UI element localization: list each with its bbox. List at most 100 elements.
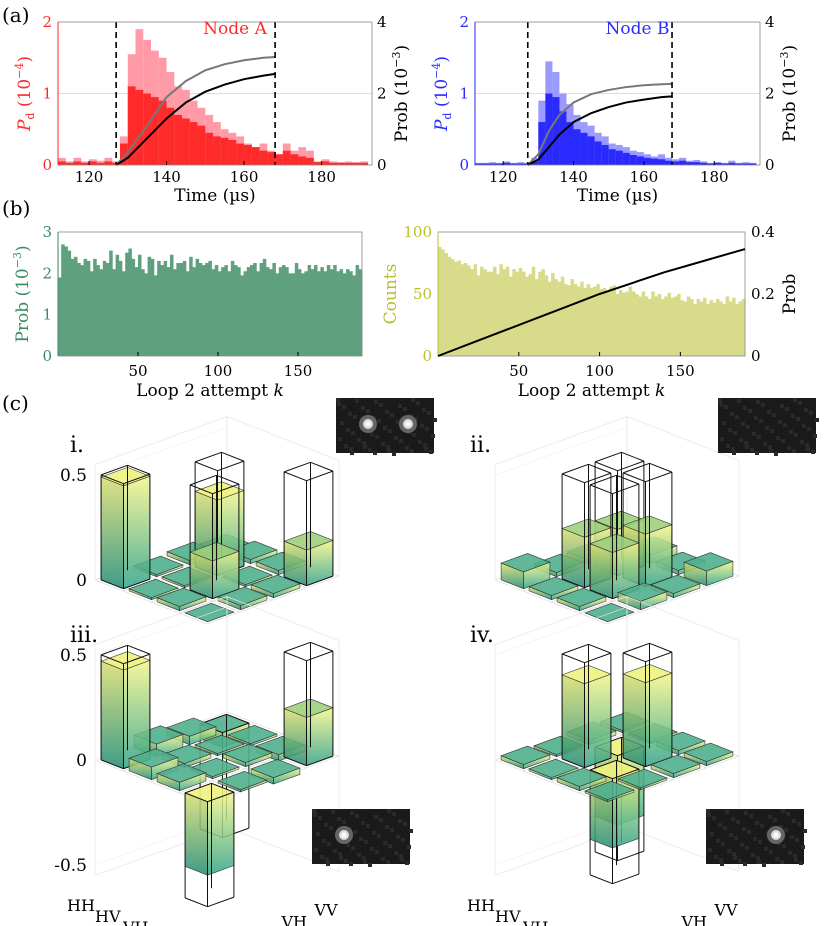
col-axis-label: VV (314, 901, 339, 920)
ylabel-var: P (15, 119, 35, 132)
hist-bar-dark (566, 122, 574, 165)
noise-pixel (724, 405, 728, 409)
ideal-edge (306, 755, 334, 767)
bar-top (683, 742, 734, 762)
hist-bar (657, 294, 662, 356)
noise-pixel (741, 422, 745, 426)
camera-inset-i (336, 398, 437, 456)
series-line-black (527, 95, 673, 166)
noise-pixel (355, 814, 359, 818)
density-matrix-1: 0.5 0 i. (60, 415, 340, 625)
hist-bar (499, 264, 503, 356)
y-right-tick-label: 0.2 (751, 285, 775, 303)
hist-bar (547, 281, 552, 356)
hist-bar (112, 269, 116, 356)
noise-pixel (362, 441, 366, 445)
noise-pixel (410, 449, 414, 453)
hist-bar (541, 269, 545, 356)
hist-bar-dark (622, 152, 630, 165)
subpanel-label: ii. (470, 433, 491, 458)
hist-bar-dark (714, 162, 722, 165)
y-left-axis-label: Counts (381, 264, 401, 325)
ideal-edge (621, 451, 645, 462)
ideal-edge (616, 759, 640, 770)
xlabel-text: Loop 2 attempt (518, 381, 655, 401)
noise-pixel (344, 444, 348, 448)
hist-bar (96, 265, 100, 356)
noise-pixel (783, 423, 787, 427)
hist-bar (728, 301, 733, 356)
hist-bar (301, 273, 305, 356)
hist-bar-light (298, 147, 307, 165)
col-axis-label: HV (249, 925, 275, 926)
ideal-edge (617, 850, 645, 862)
camera-inset-iii (312, 809, 413, 867)
panel-label-c: (c) (2, 391, 29, 415)
y-left-tick-label: 1 (42, 85, 52, 103)
ideal-edge (584, 757, 612, 769)
noise-pixel (381, 857, 385, 861)
matrix-bar (617, 582, 668, 611)
hist-bar-dark (489, 163, 497, 165)
ylabel-exp: −3 (778, 52, 791, 68)
noise-pixel (386, 445, 390, 449)
hist-bar (538, 271, 542, 356)
matrix-bar (528, 576, 579, 601)
hist-bar (70, 258, 75, 356)
noise-pixel (786, 812, 790, 816)
hist-bar-dark (538, 122, 546, 165)
noise-pixel (736, 820, 740, 824)
noise-pixel (794, 433, 798, 437)
noise-pixel (785, 407, 789, 411)
hist-bar-dark (244, 144, 252, 165)
hist-bar (61, 244, 65, 356)
noise-pixel (755, 451, 759, 455)
noise-pixel (386, 860, 390, 864)
noise-pixel (349, 447, 353, 451)
hist-bar-dark (707, 163, 715, 165)
hist-bar (275, 273, 280, 356)
noise-pixel (731, 817, 735, 821)
series-line-black (115, 72, 276, 166)
ideal-edge (561, 653, 585, 664)
y-left-tick-label: 50 (413, 285, 432, 303)
bar-top (584, 602, 635, 623)
noise-pixel (809, 411, 813, 415)
noise-pixel (746, 425, 750, 429)
chart-title: Node A (203, 19, 267, 39)
camera-inset-iv (706, 809, 807, 867)
ylabel-sub: d (24, 113, 37, 120)
noise-pixel (333, 849, 337, 853)
hist-bar (483, 269, 487, 356)
noise-pixel (799, 861, 803, 865)
hist-bar (732, 297, 736, 356)
y-right-tick-label: 0 (765, 156, 775, 174)
matrix-bar (184, 602, 235, 623)
noise-pixel (392, 812, 396, 816)
ideal-edge (594, 451, 622, 463)
hist-bar-dark (321, 161, 330, 165)
ideal-edge (216, 474, 240, 485)
hist-bar-dark (73, 161, 82, 165)
hist-bar (476, 275, 481, 356)
ideal-edge (622, 757, 646, 768)
y-left-tick-label: 0 (459, 156, 469, 174)
hist-bar (115, 254, 120, 356)
bar-face (561, 528, 585, 589)
hist-bar-dark (313, 162, 322, 165)
noise-pixel (752, 432, 756, 436)
y-axis-label: Prob (10−3) (11, 245, 33, 342)
hist-bar (612, 285, 617, 356)
ideal-edge (100, 474, 124, 485)
hist-bar-dark (615, 150, 623, 165)
hist-bar (564, 284, 568, 356)
hist-bar (317, 271, 321, 356)
noise-pixel (733, 856, 737, 860)
side-wall (226, 595, 340, 873)
noise-pixel (338, 437, 342, 441)
noise-pixel (794, 858, 798, 862)
noise-pixel (730, 412, 734, 416)
noise-pixel (390, 828, 394, 832)
ylabel-close: ) (15, 56, 35, 63)
